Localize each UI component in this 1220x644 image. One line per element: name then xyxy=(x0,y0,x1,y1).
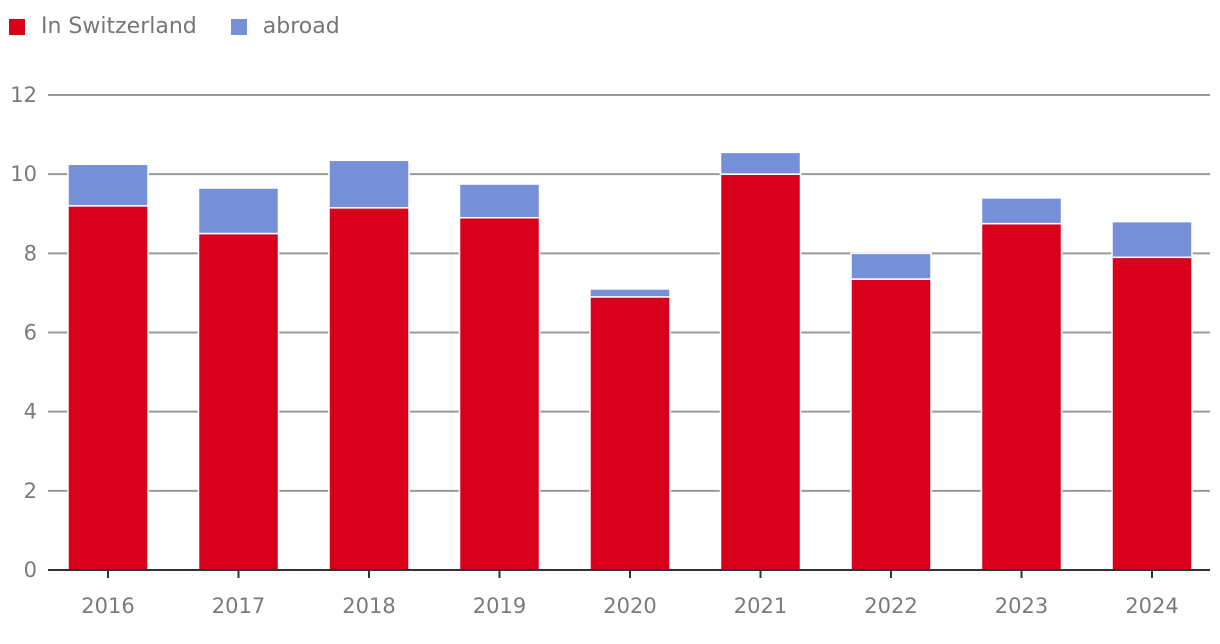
bar-in-switzerland-2017[interactable] xyxy=(197,232,280,571)
bar-abroad-2019[interactable] xyxy=(458,183,541,219)
bar-abroad-2024[interactable] xyxy=(1111,220,1193,259)
legend-item-in-switzerland[interactable]: In Switzerland xyxy=(9,12,197,42)
x-tick-label-2022: 2022 xyxy=(864,594,917,618)
bars xyxy=(67,151,1193,571)
x-tick-label-2023: 2023 xyxy=(995,594,1048,618)
y-tick-label-6: 6 xyxy=(24,321,37,345)
y-tick-label-0: 0 xyxy=(24,558,37,582)
y-tick-label-8: 8 xyxy=(24,241,37,265)
x-tick-label-2021: 2021 xyxy=(734,594,787,618)
bar-abroad-2021[interactable] xyxy=(719,151,802,175)
y-tick-label-10: 10 xyxy=(10,162,37,186)
x-tick-label-2016: 2016 xyxy=(81,594,134,618)
bar-in-switzerland-2019[interactable] xyxy=(458,216,541,571)
bar-abroad-2016[interactable] xyxy=(67,163,149,207)
y-axis-labels: 0 2 4 6 8 10 12 xyxy=(10,83,37,582)
x-axis: 2016 2017 2018 2019 2020 2021 2022 2023 2024 xyxy=(48,569,1210,618)
legend-label-abroad: abroad xyxy=(262,14,340,39)
legend-swatch-in-switzerland xyxy=(9,19,25,35)
x-tick-label-2020: 2020 xyxy=(603,594,656,618)
bar-abroad-2023[interactable] xyxy=(980,197,1063,225)
bar-abroad-2022[interactable] xyxy=(850,252,932,280)
bar-in-switzerland-2023[interactable] xyxy=(980,222,1063,571)
x-tick-label-2018: 2018 xyxy=(342,594,395,618)
legend-swatch-abroad xyxy=(230,19,247,35)
x-tick-label-2024: 2024 xyxy=(1125,594,1178,618)
bar-in-switzerland-2018[interactable] xyxy=(328,207,410,571)
bar-abroad-2017[interactable] xyxy=(197,187,280,235)
bar-in-switzerland-2022[interactable] xyxy=(850,278,932,571)
bar-in-switzerland-2016[interactable] xyxy=(67,205,149,571)
y-tick-label-12: 12 xyxy=(10,83,37,107)
x-tick-label-2019: 2019 xyxy=(473,594,526,618)
bar-in-switzerland-2021[interactable] xyxy=(719,173,802,571)
x-tick-label-2017: 2017 xyxy=(212,594,265,618)
y-tick-label-4: 4 xyxy=(24,400,37,424)
bar-abroad-2020[interactable] xyxy=(589,288,671,298)
legend-label-in-switzerland: In Switzerland xyxy=(41,14,197,39)
legend-item-abroad[interactable]: abroad xyxy=(230,12,340,42)
bar-in-switzerland-2024[interactable] xyxy=(1111,256,1193,571)
bar-abroad-2018[interactable] xyxy=(328,159,410,209)
legend: In Switzerland abroad xyxy=(9,12,374,42)
y-tick-label-2: 2 xyxy=(24,479,37,503)
bar-in-switzerland-2020[interactable] xyxy=(589,296,671,571)
